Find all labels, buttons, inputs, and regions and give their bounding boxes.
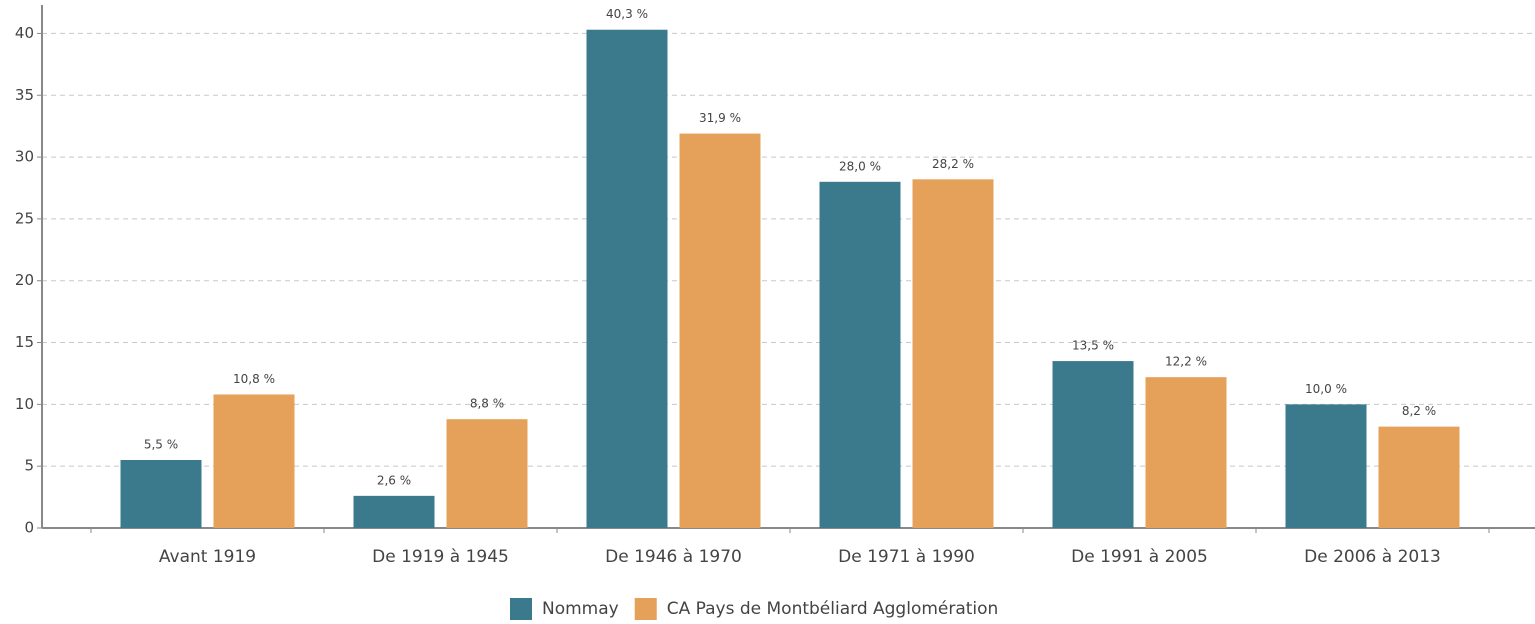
bar bbox=[353, 495, 435, 528]
bar bbox=[819, 181, 901, 528]
x-tick-label: De 2006 à 2013 bbox=[1304, 547, 1441, 567]
value-label: 31,9 % bbox=[699, 111, 741, 125]
y-tick-label: 5 bbox=[24, 457, 34, 475]
bar bbox=[679, 133, 761, 528]
value-label: 28,0 % bbox=[839, 159, 881, 173]
bar bbox=[1145, 377, 1227, 528]
y-tick-label: 0 bbox=[24, 519, 34, 537]
x-tick-label: De 1946 à 1970 bbox=[605, 547, 742, 567]
value-label: 2,6 % bbox=[377, 473, 411, 487]
legend-label: Nommay bbox=[542, 599, 619, 619]
y-tick-label: 10 bbox=[15, 395, 34, 413]
y-tick-label: 40 bbox=[15, 24, 34, 42]
bar bbox=[912, 179, 994, 529]
y-tick-label: 30 bbox=[15, 148, 34, 166]
bar bbox=[586, 29, 668, 529]
y-tick-label: 35 bbox=[15, 86, 34, 104]
bar bbox=[213, 394, 295, 528]
legend-swatch bbox=[634, 598, 657, 620]
value-label: 13,5 % bbox=[1072, 339, 1114, 353]
value-label: 5,5 % bbox=[144, 437, 178, 451]
value-label: 8,2 % bbox=[1402, 404, 1436, 418]
legend-swatch bbox=[510, 598, 532, 620]
y-tick-label: 25 bbox=[15, 209, 34, 227]
y-tick-label: 15 bbox=[15, 333, 34, 351]
x-tick-label: Avant 1919 bbox=[159, 547, 256, 567]
value-label: 28,2 % bbox=[932, 157, 974, 171]
bar bbox=[120, 459, 202, 528]
bar bbox=[446, 419, 528, 528]
bar bbox=[1052, 361, 1134, 528]
x-tick-label: De 1991 à 2005 bbox=[1071, 547, 1208, 567]
value-label: 8,8 % bbox=[470, 397, 504, 411]
y-tick-label: 20 bbox=[15, 271, 34, 289]
value-label: 10,0 % bbox=[1305, 382, 1347, 396]
x-tick-label: De 1971 à 1990 bbox=[838, 547, 975, 567]
bar bbox=[1378, 426, 1460, 528]
x-tick-label: De 1919 à 1945 bbox=[372, 547, 509, 567]
value-label: 12,2 % bbox=[1165, 355, 1207, 369]
value-label: 10,8 % bbox=[233, 372, 275, 386]
bar bbox=[1285, 404, 1367, 528]
value-label: 40,3 % bbox=[606, 7, 648, 21]
legend-label: CA Pays de Montbéliard Agglomération bbox=[667, 599, 999, 619]
